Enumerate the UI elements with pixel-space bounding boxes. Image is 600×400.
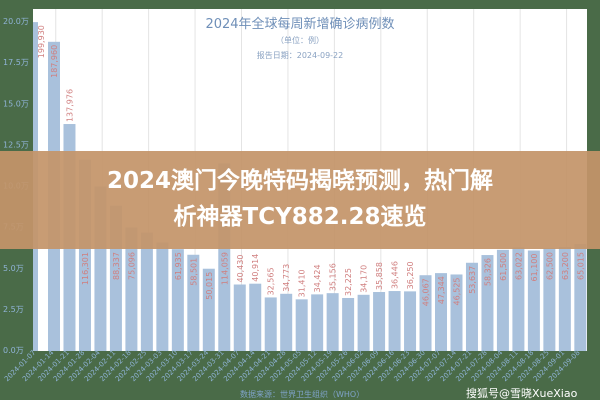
data-label: 187,960 [50, 45, 59, 78]
watermark: 搜狐号@雪晓XueXiao [466, 387, 578, 400]
data-label: 32,225 [344, 268, 353, 296]
data-label: 40,914 [251, 254, 260, 282]
y-tick-label: 20.0万 [3, 17, 29, 26]
bar [326, 293, 339, 351]
data-label: 137,976 [65, 89, 74, 122]
y-tick-label: 15.0万 [3, 99, 29, 108]
data-label: 199,930 [37, 25, 46, 58]
data-label: 34,424 [313, 264, 322, 292]
data-label: 35,858 [375, 262, 384, 290]
bar [264, 297, 277, 351]
data-label: 88,337 [112, 252, 121, 280]
bar [156, 242, 169, 351]
y-tick-label: 2.5万 [3, 305, 24, 314]
data-label: 63,022 [514, 252, 523, 280]
bar [249, 283, 262, 351]
data-label: 116,301 [81, 252, 90, 285]
banner-line-2: 析神器TCY882.28速览 [173, 204, 427, 230]
bar [574, 244, 587, 351]
data-label: 114,059 [220, 252, 229, 285]
bar [125, 227, 138, 351]
bar [558, 247, 571, 351]
overlay-banner: 2024澳门今晚特码揭晓预测，热门解 析神器TCY882.28速览 [0, 151, 600, 249]
bar [342, 297, 355, 351]
bar [311, 294, 324, 351]
data-label: 31,410 [298, 269, 307, 297]
data-label: 34,170 [360, 265, 369, 293]
bar [465, 262, 478, 351]
data-label: 50,015 [205, 272, 214, 300]
bar [388, 291, 401, 351]
data-label: 58,326 [483, 258, 492, 286]
bar [419, 275, 432, 351]
data-label: 46,525 [452, 277, 461, 305]
data-source: 数据来源：世界卫生组织（WHO） [240, 390, 365, 399]
y-tick-label: 17.5万 [3, 58, 29, 67]
bar [233, 284, 246, 351]
data-label: 35,156 [329, 263, 338, 291]
bar [373, 292, 386, 351]
bar [404, 291, 417, 351]
bar [496, 249, 509, 351]
data-label: 63,200 [561, 252, 570, 280]
bar [543, 248, 556, 351]
bar [202, 268, 215, 351]
y-tick-label: 5.0万 [3, 264, 24, 273]
bar [187, 254, 200, 351]
chart-subtitle: （单位：例） [276, 36, 324, 45]
bar [357, 294, 370, 351]
data-label: 58,501 [189, 258, 198, 286]
bar [140, 232, 153, 351]
data-label: 65,015 [576, 252, 585, 280]
y-tick-label: 12.5万 [3, 140, 29, 149]
banner-line-1: 2024澳门今晚特码揭晓预测，热门解 [106, 168, 494, 194]
data-label: 61,935 [174, 252, 183, 280]
bar [435, 273, 448, 351]
bar [481, 255, 494, 351]
data-label: 34,773 [282, 264, 291, 292]
bar [295, 299, 308, 351]
y-tick-label: 0.0万 [3, 346, 24, 355]
data-label: 62,500 [545, 252, 554, 280]
data-label: 61,500 [499, 253, 508, 281]
bar [512, 247, 525, 351]
data-label: 40,430 [236, 254, 245, 282]
data-label: 36,250 [406, 261, 415, 289]
bar [280, 293, 293, 351]
data-label: 75,096 [127, 252, 136, 280]
data-label: 32,565 [267, 267, 276, 295]
bar [527, 250, 540, 351]
bar [450, 274, 463, 351]
data-label: 46,067 [422, 278, 431, 306]
data-label: 61,100 [530, 253, 539, 281]
bar [171, 249, 184, 351]
data-label: 47,344 [437, 276, 446, 304]
data-label: 36,446 [391, 261, 400, 289]
chart-title: 2024年全球每周新增确诊病例数 [205, 17, 395, 32]
data-label: 53,637 [468, 266, 477, 294]
report-date: 报告日期：2024-09-22 [256, 51, 344, 60]
